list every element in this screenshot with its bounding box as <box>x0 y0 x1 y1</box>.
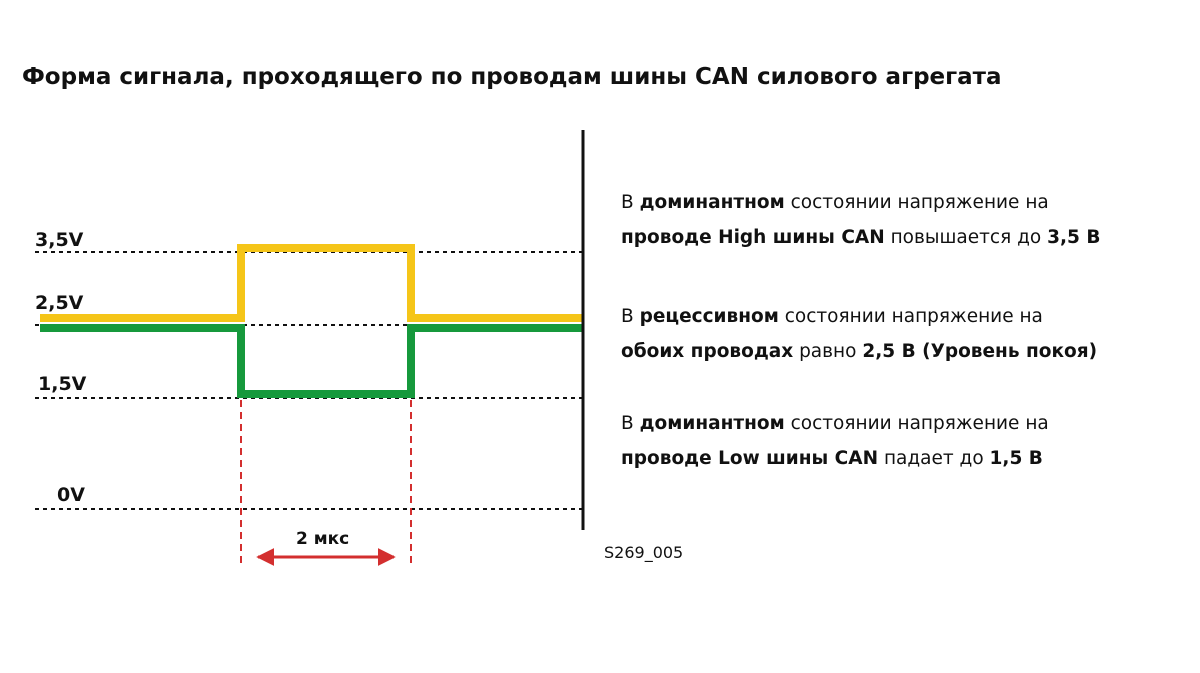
figure-code: S269_005 <box>604 543 683 563</box>
can-high-trace <box>40 244 583 322</box>
level-label-1-5v: 1,5V <box>38 373 87 395</box>
level-label-3-5v: 3,5V <box>35 229 84 251</box>
duration-label: 2 мкс <box>296 529 349 549</box>
description-recessive: В рецессивном состоянии напряжение на об… <box>621 299 1097 369</box>
level-label-0v: 0V <box>57 484 85 506</box>
description-line: В доминантном состоянии напряжение на <box>621 192 1049 213</box>
description-dominant-high: В доминантном состоянии напряжение на пр… <box>621 185 1100 255</box>
description-line: В рецессивном состоянии напряжение на <box>621 306 1043 327</box>
can-low-trace <box>40 324 583 398</box>
description-line: проводе High шины CAN повышается до 3,5 … <box>621 227 1101 248</box>
description-line: проводе Low шины CAN падает до 1,5 В <box>621 448 1043 469</box>
description-dominant-low: В доминантном состоянии напряжение на пр… <box>621 406 1049 476</box>
level-label-2-5v: 2,5V <box>35 292 84 314</box>
diagram-title: Форма сигнала, проходящего по проводам ш… <box>22 64 1002 90</box>
description-line: В доминантном состоянии напряжение на <box>621 413 1049 434</box>
description-line: обоих проводах равно 2,5 В (Уровень поко… <box>621 341 1098 362</box>
